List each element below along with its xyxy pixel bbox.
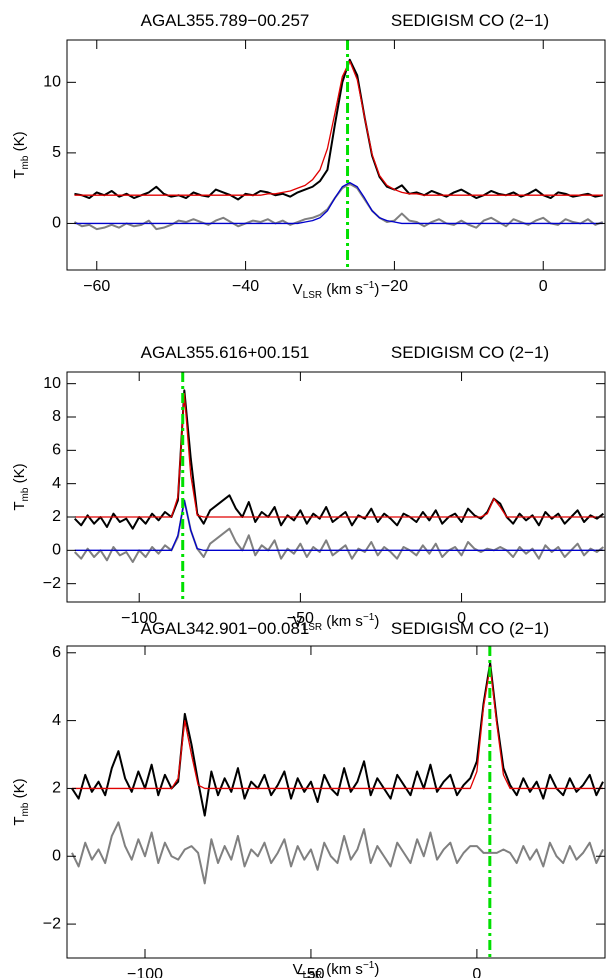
y-axis-label-part: (K) (11, 463, 28, 487)
x-tick-label: −50 (297, 966, 324, 978)
x-axis-label-part: V (293, 613, 303, 630)
spectrum-line (74, 60, 603, 196)
y-tick-label: 2 (52, 508, 61, 525)
y-tick-label: 4 (52, 712, 61, 729)
spectrum-line (71, 665, 604, 790)
y-axis-label-part: T (11, 816, 28, 825)
y-tick-label: −2 (43, 575, 61, 592)
y-axis-label-part: T (11, 501, 28, 510)
x-tick-label: −50 (287, 610, 314, 627)
panel-title-right: SEDIGISM CO (2−1) (391, 619, 549, 638)
x-axis-label: VLSR (km s−1) (293, 612, 380, 633)
panel-title: AGAL355.789−00.257 (141, 11, 310, 30)
y-tick-label: 2 (52, 780, 61, 797)
y-tick-label: 0 (52, 847, 61, 864)
y-axis-label: Tmb (K) (11, 778, 31, 825)
y-axis-label-part: (K) (11, 778, 28, 802)
spectrum-line (71, 661, 604, 817)
y-tick-label: 0 (52, 215, 61, 232)
panel-title-right: SEDIGISM CO (2−1) (391, 343, 549, 362)
spectrum-line (74, 393, 604, 518)
y-tick-label: 6 (52, 442, 61, 459)
x-axis-label-part: ) (374, 961, 379, 978)
x-axis-label-part: (km s (322, 281, 363, 298)
y-tick-label: 8 (52, 408, 61, 425)
y-tick-label: 0 (52, 542, 61, 559)
y-axis-label-part: mb (20, 487, 31, 501)
plot-frame (66, 371, 606, 603)
panel-title: AGAL342.901−00.081 (141, 619, 310, 638)
x-axis-label: VLSR (km s−1) (293, 960, 380, 978)
y-axis-label-part: T (11, 169, 28, 178)
x-tick-label: 0 (539, 278, 548, 295)
x-axis-label-part: ) (374, 613, 379, 630)
y-tick-label: 10 (43, 74, 61, 91)
y-tick-label: −2 (43, 915, 61, 932)
x-axis-label-part: −1 (363, 612, 375, 623)
y-axis-label-part: (K) (11, 131, 28, 155)
y-axis-label-part: mb (20, 802, 31, 816)
y-axis-label: Tmb (K) (11, 463, 31, 510)
y-tick-label: 4 (52, 475, 61, 492)
x-tick-label: −60 (83, 278, 110, 295)
y-tick-label: 10 (43, 375, 61, 392)
x-axis-label-part: −1 (363, 280, 375, 291)
x-axis-label-part: V (293, 281, 303, 298)
x-axis-label-part: LSR (303, 290, 322, 301)
x-axis-label-part: ) (374, 281, 379, 298)
x-tick-label: −100 (121, 610, 157, 627)
x-axis-label-part: LSR (303, 622, 322, 633)
spectrum-line (71, 821, 604, 885)
y-axis-label: Tmb (K) (11, 131, 31, 178)
y-tick-label: 5 (52, 144, 61, 161)
y-axis-label-part: mb (20, 155, 31, 169)
y-tick-label: 6 (52, 644, 61, 661)
x-tick-label: 0 (472, 966, 481, 978)
spectrum-line (74, 181, 603, 225)
x-axis-label: VLSR (km s−1) (293, 280, 380, 301)
x-axis-label-part: (km s (322, 961, 363, 978)
x-tick-label: −20 (381, 278, 408, 295)
spectrum-line (74, 389, 605, 530)
plot-frame (66, 645, 606, 959)
plot-area (71, 646, 604, 958)
x-axis-label-part: −1 (363, 960, 375, 971)
plot-area (74, 372, 605, 602)
plot-frame (66, 39, 606, 271)
x-tick-label: −40 (232, 278, 259, 295)
x-axis-label-part: LSR (303, 970, 322, 978)
x-tick-label: −100 (127, 966, 163, 978)
x-axis-label-part: (km s (322, 613, 363, 630)
x-tick-label: 0 (457, 610, 466, 627)
plot-area (73, 40, 604, 270)
x-axis-label-part: V (293, 961, 303, 978)
spectrum-line (74, 499, 604, 551)
panel-title-right: SEDIGISM CO (2−1) (391, 11, 549, 30)
spectrum-line (74, 499, 605, 563)
spectrum-line (74, 58, 603, 201)
spectrum-line (73, 182, 604, 231)
panel-title: AGAL355.616+00.151 (141, 343, 310, 362)
